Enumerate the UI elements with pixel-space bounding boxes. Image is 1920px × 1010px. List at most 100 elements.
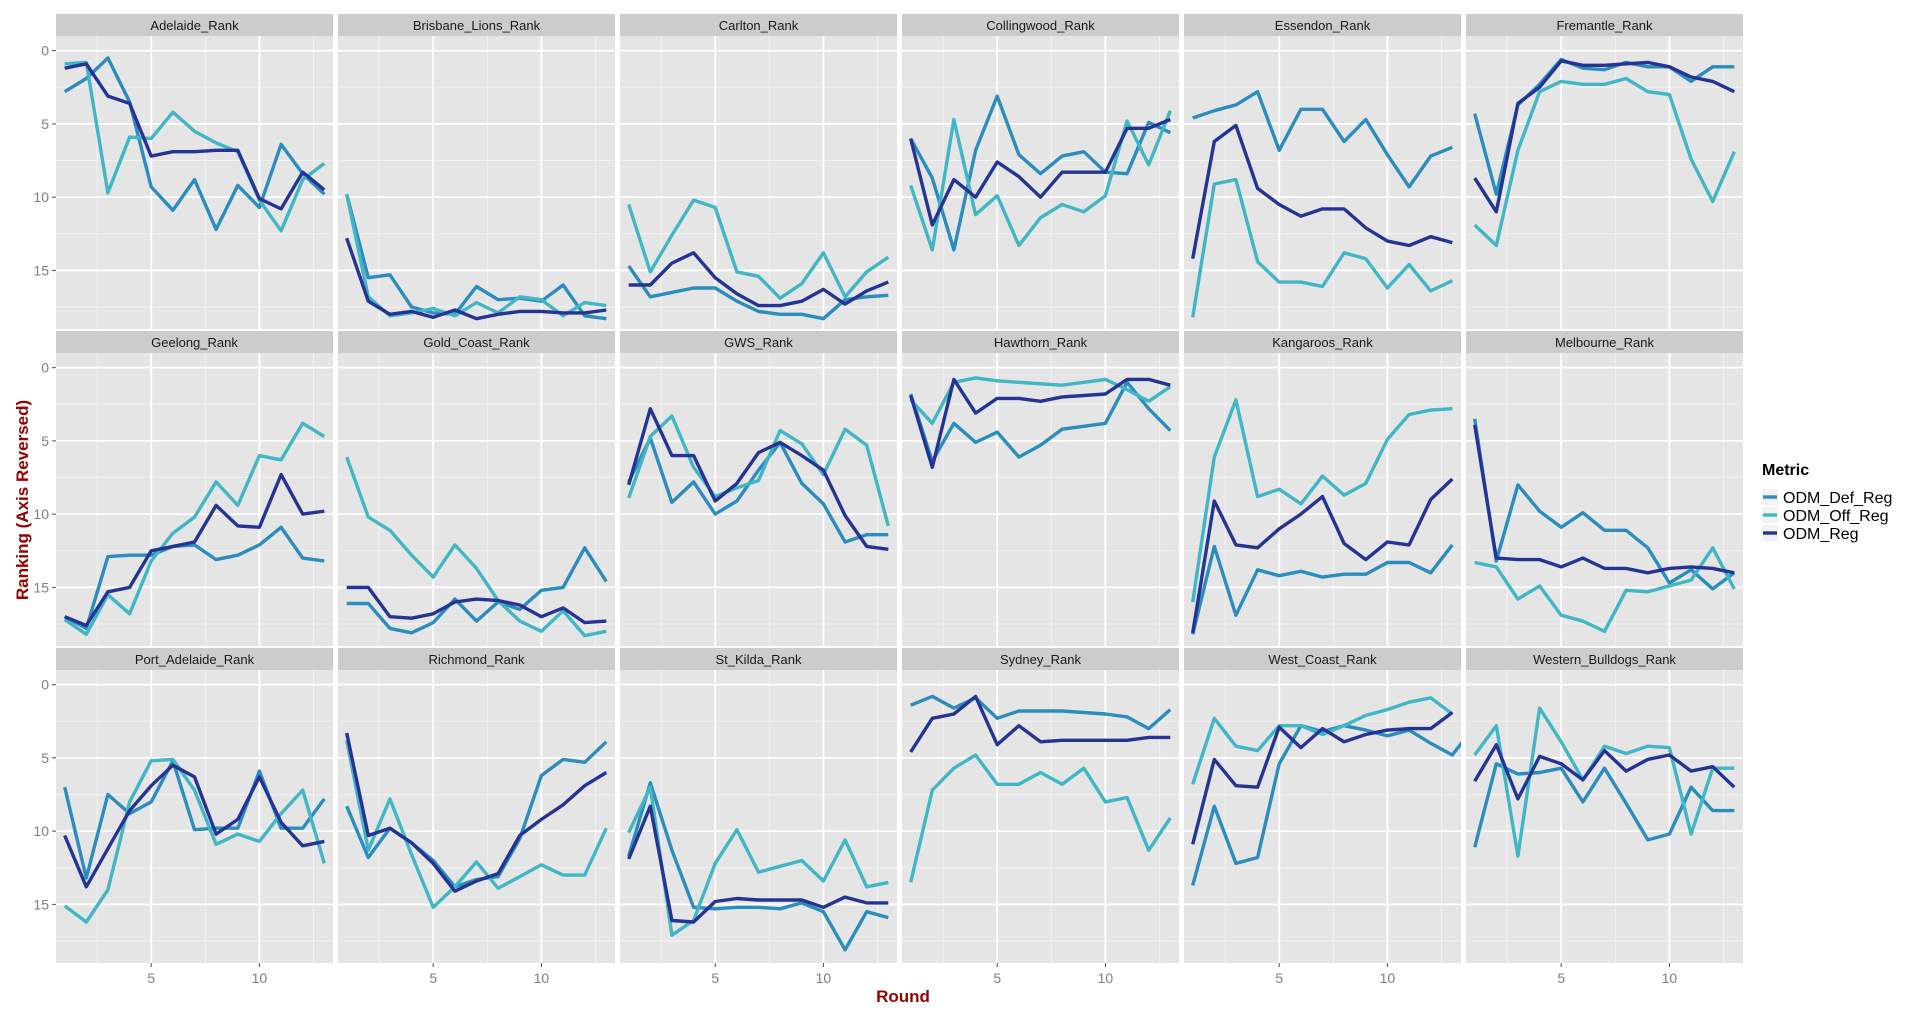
series-line-ODM_Def_Reg [627, 781, 889, 952]
y-tick-label: 15 [33, 896, 49, 912]
panel-strip-label: Kangaroos_Rank [1272, 335, 1373, 350]
series-line-ODM_Reg [64, 472, 325, 628]
series-line-ODM_Reg [627, 804, 889, 924]
panel-strip [620, 648, 897, 670]
x-tick-label: 10 [1662, 970, 1678, 986]
series-line-ODM_Def_Reg [63, 56, 326, 232]
series-line-ODM_Def_Reg [910, 694, 1172, 731]
panel-background [1184, 670, 1461, 963]
panel-Western_Bulldogs_Rank: Western_Bulldogs_Rank 5 10 [1466, 648, 1743, 986]
y-tick-label: 10 [33, 189, 49, 205]
x-tick-label: 5 [1557, 970, 1565, 986]
panel-Brisbane_Lions_Rank: Brisbane_Lions_Rank [338, 14, 615, 329]
panel-strip-label: Melbourne_Rank [1555, 335, 1655, 350]
panel-strip-label: Fremantle_Rank [1556, 18, 1653, 33]
y-tick-label: 5 [41, 433, 49, 449]
panel-strip-label: Gold_Coast_Rank [423, 335, 530, 350]
panel-GWS_Rank: GWS_Rank [620, 331, 897, 646]
panel-strip-label: Brisbane_Lions_Rank [413, 18, 541, 33]
x-tick-label: 10 [816, 970, 832, 986]
panel-background [338, 353, 615, 646]
panel-St_Kilda_Rank: St_Kilda_Rank 5 10 [620, 648, 897, 986]
series-line-ODM_Off_Reg [64, 60, 326, 233]
panel-Hawthorn_Rank: Hawthorn_Rank [902, 331, 1179, 646]
panel-strip-label: Adelaide_Rank [150, 18, 239, 33]
panel-strip-label: Carlton_Rank [719, 18, 799, 33]
y-tick-label: 15 [33, 579, 49, 595]
series-line-ODM_Reg [1191, 711, 1454, 845]
panel-Kangaroos_Rank: Kangaroos_Rank [1184, 331, 1461, 646]
panel-Geelong_Rank: Geelong_Rank 0 5 10 15 [33, 331, 333, 646]
panel-strip [902, 14, 1179, 36]
panel-strip [1466, 648, 1743, 670]
panel-strip-label: West_Coast_Rank [1268, 652, 1377, 667]
panel-Collingwood_Rank: Collingwood_Rank [902, 14, 1179, 329]
y-axis-title: Ranking (Axis Reversed) [13, 400, 32, 600]
series-line-ODM_Off_Reg [909, 110, 1172, 252]
x-tick-label: 5 [1275, 970, 1283, 986]
panel-Carlton_Rank: Carlton_Rank [620, 14, 897, 329]
series-line-ODM_Def_Reg [627, 436, 889, 544]
series-line-ODM_Off_Reg [345, 739, 608, 909]
panel-strip [620, 14, 897, 36]
x-tick-label: 5 [429, 970, 437, 986]
series-line-ODM_Off_Reg [1474, 546, 1736, 633]
series-line-ODM_Reg [909, 694, 1171, 753]
series-line-ODM_Def_Reg [1192, 89, 1453, 189]
panel-strip-label: Port_Adelaide_Rank [135, 652, 255, 667]
x-axis-title: Round [876, 987, 930, 1005]
panel-background [338, 36, 615, 329]
series-line-ODM_Def_Reg [346, 546, 608, 635]
series-line-ODM_Off_Reg [1191, 177, 1454, 318]
panel-background [620, 353, 897, 646]
x-tick-label: 10 [534, 970, 550, 986]
panels-layer: Adelaide_Rank 0 5 10 15 Brisbane_Lions_Rank Ca… [33, 14, 1743, 986]
series-line-ODM_Off_Reg [627, 785, 889, 937]
panel-strip-label: Essendon_Rank [1275, 18, 1371, 33]
series-line-ODM_Off_Reg [1191, 696, 1454, 785]
series-line-ODM_Reg [1473, 424, 1735, 575]
x-tick-label: 5 [711, 970, 719, 986]
panel-strip-label: GWS_Rank [724, 335, 793, 350]
panel-strip [56, 648, 333, 670]
series-line-ODM_Reg [346, 585, 607, 625]
panel-Essendon_Rank: Essendon_Rank [1184, 14, 1461, 329]
panel-strip [338, 648, 615, 670]
series-line-ODM_Off_Reg [627, 198, 890, 300]
y-tick-label: 5 [41, 116, 49, 132]
series-line-ODM_Def_Reg [1473, 762, 1735, 848]
series-line-ODM_Reg [909, 377, 1171, 469]
series-line-ODM_Reg [64, 62, 326, 211]
panel-strip [902, 331, 1179, 353]
panel-strip-label: Sydney_Rank [1000, 652, 1081, 667]
panel-Port_Adelaide_Rank: Port_Adelaide_Rank 0 5 10 15 5 10 [33, 648, 333, 986]
series-line-ODM_Reg [627, 407, 889, 551]
series-line-ODM_Off_Reg [345, 456, 607, 638]
panel-strip-label: Western_Bulldogs_Rank [1533, 652, 1676, 667]
x-tick-label: 10 [1380, 970, 1396, 986]
series-line-ODM_Def_Reg [63, 759, 326, 880]
y-tick-label: 0 [41, 360, 49, 376]
series-line-ODM_Reg [345, 732, 608, 893]
series-line-ODM_Off_Reg [627, 414, 890, 527]
series-line-ODM_Def_Reg [63, 525, 325, 631]
series-line-ODM_Def_Reg [345, 193, 607, 321]
panel-Richmond_Rank: Richmond_Rank 5 10 [338, 648, 615, 986]
series-line-ODM_Off_Reg [63, 757, 326, 924]
panel-Sydney_Rank: Sydney_Rank 5 10 [902, 648, 1179, 986]
series-line-ODM_Reg [1191, 477, 1454, 634]
panel-strip [338, 331, 615, 353]
panel-Melbourne_Rank: Melbourne_Rank [1466, 331, 1743, 646]
x-tick-label: 10 [1098, 970, 1114, 986]
y-tick-label: 0 [41, 677, 49, 693]
panel-strip-label: Hawthorn_Rank [994, 335, 1088, 350]
panel-West_Coast_Rank: West_Coast_Rank 5 10 [1184, 648, 1461, 986]
series-line-ODM_Reg [628, 251, 889, 308]
x-tick-label: 10 [252, 970, 268, 986]
y-tick-label: 0 [41, 43, 49, 59]
series-line-ODM_Def_Reg [1473, 418, 1736, 591]
panel-strip-label: Collingwood_Rank [986, 18, 1095, 33]
